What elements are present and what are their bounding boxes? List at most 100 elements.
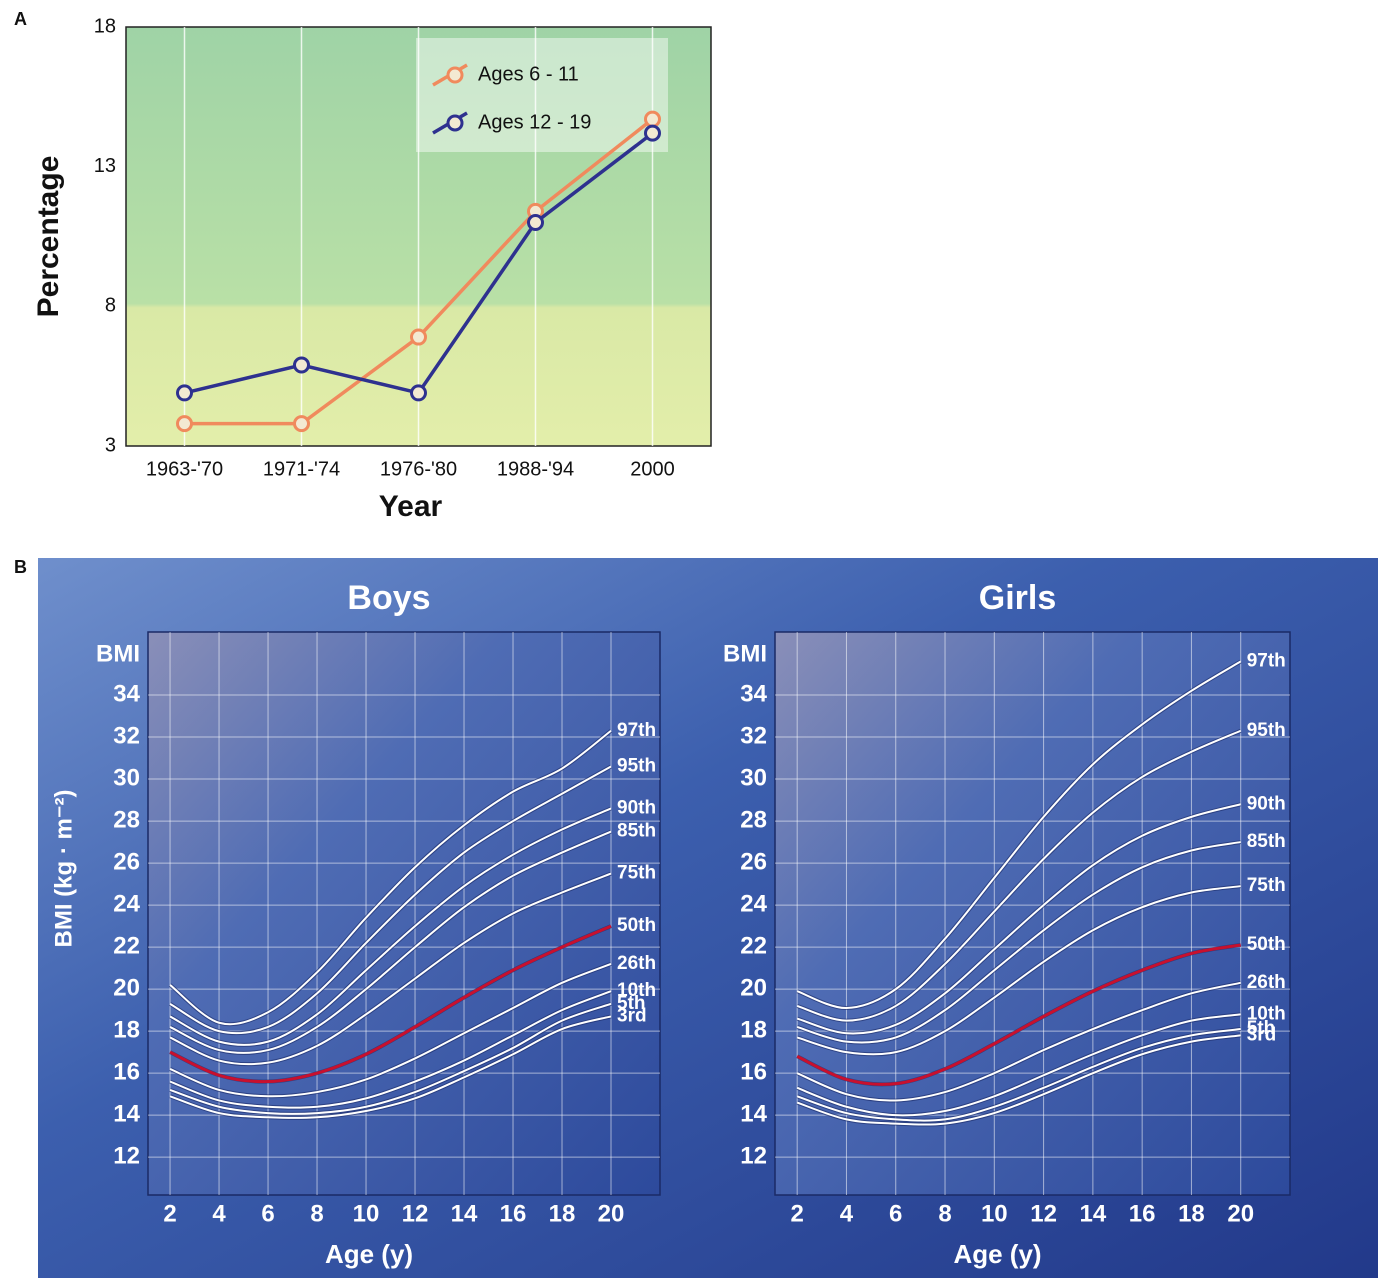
percentile-curve <box>796 841 1241 1044</box>
percentile-curve <box>796 981 1241 1102</box>
x-tick-label: 2000 <box>630 458 675 480</box>
series-label: 26th <box>617 953 656 974</box>
point <box>293 415 310 433</box>
series-label: 97th <box>1247 650 1286 671</box>
percentile-curve <box>169 962 612 1098</box>
point <box>644 124 661 142</box>
series-label: 90th <box>1247 793 1286 814</box>
y-tick-label: 16 <box>113 1059 140 1086</box>
y-tick-label: 26 <box>113 848 140 875</box>
legend-label: Ages 12 - 19 <box>478 111 591 133</box>
percentile-curve <box>796 729 1242 1022</box>
y-tick-label: 24 <box>113 890 140 917</box>
x-tick-label: 2 <box>790 1200 803 1227</box>
series-label: 26th <box>1247 972 1286 993</box>
x-tick-label: 14 <box>451 1200 478 1227</box>
x-tick-label: 1976-'80 <box>380 458 457 480</box>
y-tick-label: 28 <box>740 806 767 833</box>
series-label: 75th <box>1247 875 1286 896</box>
y-axis-label: Percentage <box>32 156 65 318</box>
x-tick-label: 1971-'74 <box>263 458 340 480</box>
y-tick-label: 22 <box>740 932 767 959</box>
series-label: 3rd <box>1247 1024 1277 1045</box>
percentile-curve <box>169 872 612 1066</box>
series-label: 50th <box>617 915 656 936</box>
x-tick-label: 10 <box>981 1200 1008 1227</box>
x-tick-label: 16 <box>500 1200 527 1227</box>
panel-label: A <box>14 9 27 29</box>
point <box>293 356 310 374</box>
series-label: 3rd <box>617 1005 647 1026</box>
x-tick-label: 18 <box>1178 1200 1205 1227</box>
percentile-curve <box>169 1015 612 1119</box>
y-tick-label: 20 <box>740 974 767 1001</box>
percentile-curve <box>169 990 612 1109</box>
x-tick-label: 12 <box>1030 1200 1057 1227</box>
point <box>410 384 427 402</box>
y-tick-label: 18 <box>740 1016 767 1043</box>
percentile-curve <box>169 924 612 1084</box>
x-tick-label: 14 <box>1080 1200 1107 1227</box>
x-tick-label: 10 <box>353 1200 380 1227</box>
y-axis-label: BMI (kg · m⁻²) <box>50 790 77 948</box>
y-unit-label: BMI <box>723 640 767 667</box>
percentile-curve <box>796 885 1241 1056</box>
y-tick-label: 3 <box>105 434 116 456</box>
y-tick-label: 28 <box>113 806 140 833</box>
series-label: 50th <box>1247 934 1286 955</box>
point <box>644 110 661 128</box>
point <box>176 384 193 402</box>
x-tick-label: 6 <box>261 1200 274 1227</box>
percentile-curve <box>169 830 612 1054</box>
percentile-curve <box>796 1028 1241 1122</box>
percentile-curve <box>169 729 612 1026</box>
point <box>410 328 427 346</box>
legend-marker <box>446 114 464 132</box>
y-tick-label: 12 <box>740 1143 767 1170</box>
x-tick-label: 1963-'70 <box>146 458 223 480</box>
percentile-curve <box>796 1034 1241 1126</box>
x-tick-label: 8 <box>938 1200 951 1227</box>
x-tick-label: 2 <box>163 1200 176 1227</box>
series-label: 5th <box>1247 1018 1276 1039</box>
y-tick-label: 30 <box>113 764 140 791</box>
y-tick-label: 24 <box>740 890 767 917</box>
y-tick-label: 26 <box>740 848 767 875</box>
y-tick-label: 12 <box>113 1143 140 1170</box>
chart-title: Girls <box>979 579 1056 617</box>
x-tick-label: 1988-'94 <box>497 458 574 480</box>
percentile-curve <box>796 1013 1241 1117</box>
y-tick-label: 14 <box>113 1101 140 1128</box>
series-label: 95th <box>617 755 656 776</box>
x-tick-label: 12 <box>402 1200 429 1227</box>
percentile-curve <box>169 1002 612 1115</box>
series-label: 95th <box>1247 720 1286 741</box>
point <box>527 214 544 232</box>
percentile-curve <box>796 803 1241 1035</box>
chart-title: Boys <box>347 579 430 617</box>
plot-area-boys <box>147 631 661 1196</box>
y-tick-label: 34 <box>740 680 767 707</box>
point <box>176 415 193 433</box>
y-tick-label: 8 <box>105 295 116 317</box>
x-tick-label: 6 <box>889 1200 902 1227</box>
y-tick-label: 18 <box>113 1016 140 1043</box>
series-label: 10th <box>1247 1003 1286 1024</box>
x-tick-label: 4 <box>840 1200 854 1227</box>
y-tick-label: 16 <box>740 1059 767 1086</box>
series-label: 97th <box>617 720 656 741</box>
y-tick-label: 32 <box>113 722 140 749</box>
x-axis-label: Year <box>379 490 443 523</box>
percentile-curve <box>796 660 1242 1010</box>
series-label: 10th <box>617 980 656 1001</box>
x-axis-label: Age (y) <box>325 1239 413 1269</box>
x-axis-label: Age (y) <box>953 1239 1041 1269</box>
legend-box <box>416 38 668 152</box>
percentile-curve <box>796 943 1241 1086</box>
series-label: 75th <box>617 863 656 884</box>
y-unit-label: BMI <box>96 640 140 667</box>
x-tick-label: 4 <box>212 1200 226 1227</box>
y-tick-label: 13 <box>94 155 116 177</box>
